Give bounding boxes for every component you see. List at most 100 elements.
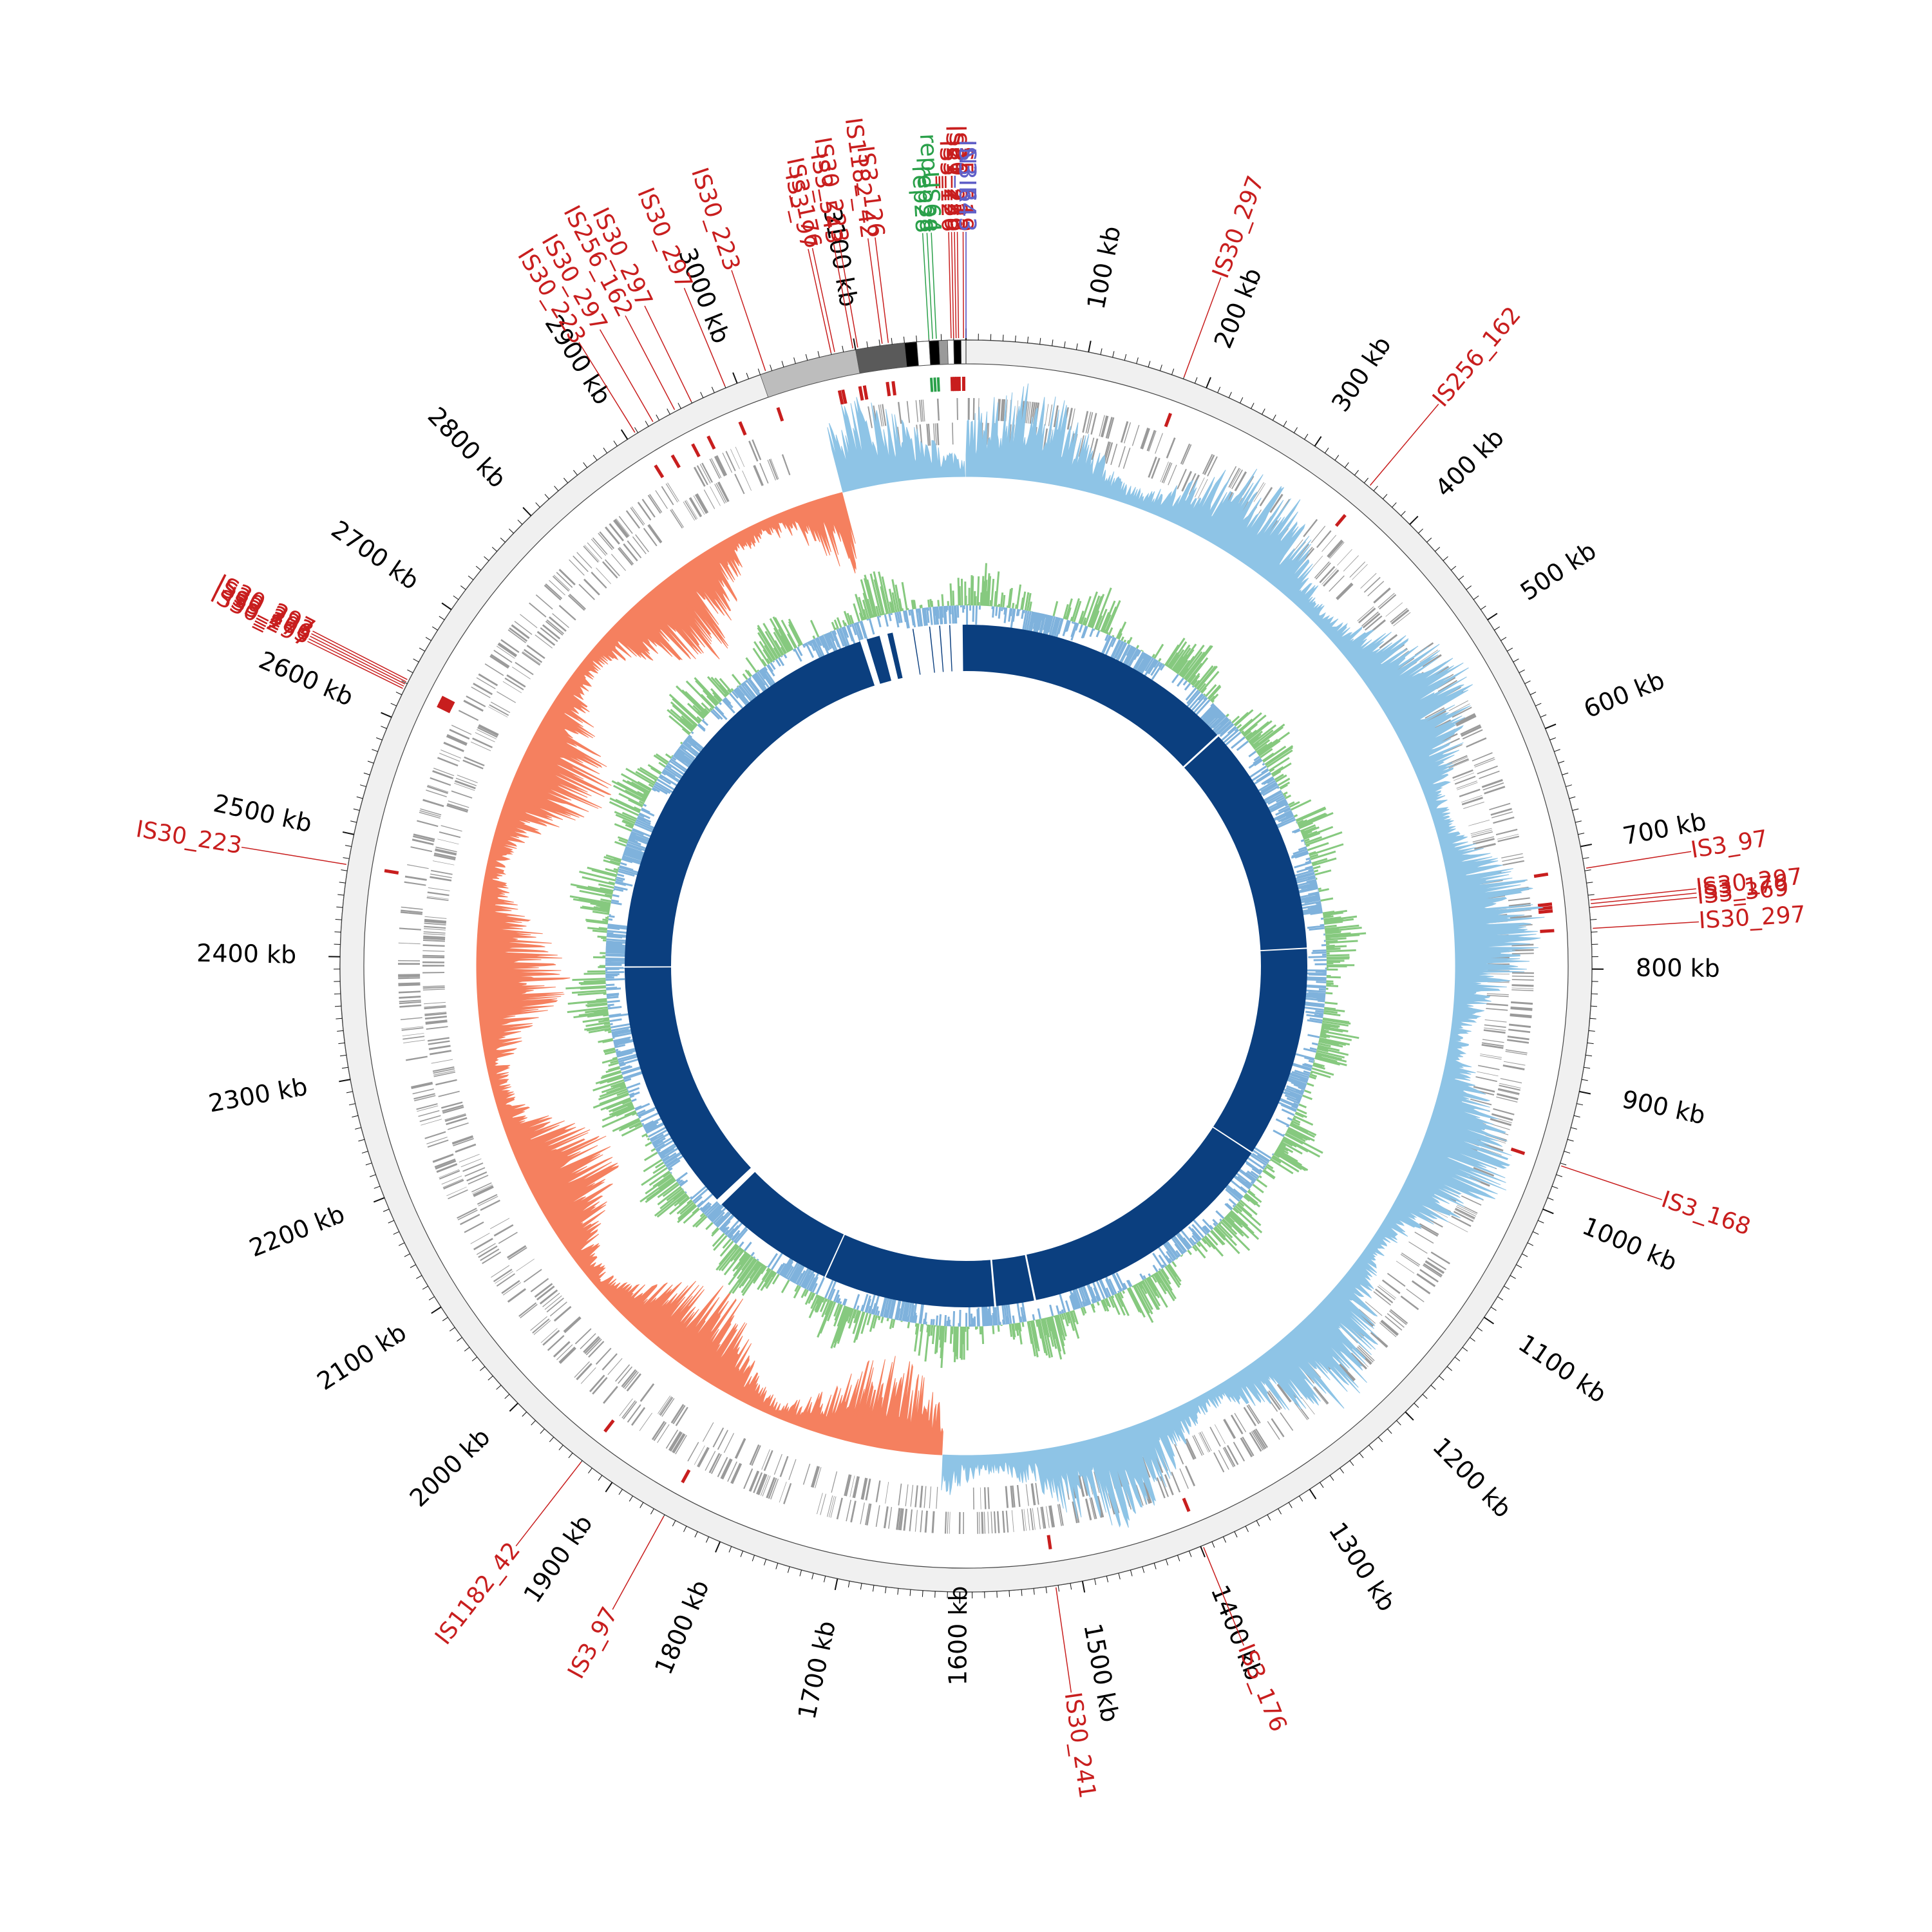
tick-mark (540, 1428, 545, 1434)
tick-mark (564, 477, 569, 484)
tick-mark (558, 1444, 564, 1450)
tick-mark (1504, 1285, 1510, 1290)
is-element-mark (1533, 872, 1549, 878)
tick-mark (337, 1030, 344, 1032)
tick-mark (363, 772, 370, 775)
feature-leader-line (731, 270, 766, 372)
tick-mark (348, 1103, 355, 1106)
feature-label: IS3_259 (938, 140, 966, 232)
tick-mark (588, 1468, 592, 1473)
tick-mark (752, 1555, 755, 1562)
tick-mark (1283, 421, 1287, 427)
tick-mark (500, 537, 506, 543)
tick-mark (1446, 1366, 1452, 1371)
tick-mark (573, 469, 578, 476)
contig-block (947, 339, 954, 365)
tick-mark (1540, 714, 1547, 718)
tick-mark (1165, 1558, 1169, 1566)
tick-mark (1519, 669, 1525, 674)
blast-gap (824, 1233, 846, 1279)
blast-gap (715, 1166, 756, 1206)
tick-mark (1217, 386, 1221, 393)
tick-mark (339, 1079, 351, 1083)
is-element-mark (437, 704, 451, 714)
tick-mark (1363, 477, 1368, 484)
tick-mark (732, 372, 738, 384)
feature-leader-line (931, 232, 937, 339)
tick-mark (393, 1231, 400, 1235)
is-element-mark (1164, 413, 1172, 428)
is-element-mark (886, 381, 891, 397)
tick-mark (1064, 341, 1066, 348)
is-element-mark (670, 454, 681, 469)
tick-mark (1556, 1174, 1563, 1177)
tick-mark (1094, 1578, 1097, 1586)
feature-leader-line (1591, 896, 1698, 908)
tick-mark (1309, 1488, 1317, 1500)
tick-label: 1800 kb (649, 1576, 714, 1679)
tick-mark (1580, 844, 1592, 848)
is-element-mark (706, 435, 716, 450)
feature-leader-line (926, 232, 933, 339)
gc-content-track (565, 563, 1367, 1368)
tick-unit: kb (365, 1318, 412, 1362)
feature-labels: IS30_297 IS256_162 IS3_97 IS30_297 IS3_176 IS… (134, 116, 1806, 1800)
gc-skew-track (476, 383, 1545, 1528)
tick-mark (817, 351, 820, 358)
tick-mark (1521, 1253, 1528, 1257)
tick-mark (460, 585, 466, 590)
tick-mark (1256, 1520, 1260, 1527)
feature-leader-line (1593, 921, 1699, 929)
tick-mark (1288, 1502, 1293, 1508)
tick-mark (1584, 1066, 1591, 1069)
feature-leader-line (308, 638, 404, 687)
tick-unit: kb (303, 1199, 348, 1239)
tick-mark (355, 1127, 362, 1130)
tick-mark (1148, 361, 1151, 368)
blast-fragment (912, 629, 921, 675)
tick-mark (700, 392, 704, 399)
gc-skew-negative (476, 492, 943, 1455)
rep-element-mark (933, 377, 937, 392)
tick-mark (1349, 1460, 1354, 1466)
tick-mark (1418, 528, 1423, 534)
feature-leader-line (683, 288, 726, 386)
tick-unit: kb (1463, 423, 1509, 469)
blast-gap (1182, 734, 1220, 769)
tick-mark (356, 796, 363, 799)
tick-mark (345, 845, 352, 847)
tick-unit: kb (268, 1072, 310, 1106)
gc-content-negative (605, 605, 1327, 1327)
tick-mark (428, 1296, 435, 1301)
tick-label: 300 kb (1326, 331, 1396, 417)
tick-mark (1547, 1197, 1554, 1200)
tick-mark (1434, 547, 1441, 552)
tick-mark (1293, 427, 1298, 433)
tick-mark (1396, 1420, 1401, 1426)
is-element-mark (384, 869, 399, 875)
tick-mark (1088, 340, 1092, 352)
tick-mark (1530, 692, 1537, 696)
is-element-mark (1538, 905, 1553, 911)
tick-mark (1177, 1555, 1180, 1562)
tick-mark (360, 784, 366, 788)
feature-leader-line (1369, 404, 1439, 486)
is-element-mark (776, 407, 784, 422)
tick-mark (1480, 605, 1486, 611)
tick-mark (1052, 339, 1054, 346)
tick-mark (1527, 1242, 1534, 1246)
tick-label: 2200 kb (245, 1199, 348, 1262)
feature-leader-line (644, 305, 692, 402)
tick-label: 400 kb (1430, 423, 1510, 502)
tick-mark (1222, 1536, 1226, 1543)
tick-mark (1136, 357, 1139, 364)
tick-mark (522, 1412, 527, 1417)
tick-mark (613, 440, 618, 447)
tick-mark (1532, 1231, 1539, 1235)
tick-mark (390, 703, 397, 706)
tick-mark (1470, 1337, 1475, 1342)
tick-mark (416, 1275, 422, 1279)
tick-mark (878, 339, 880, 346)
tick-mark (603, 448, 608, 453)
